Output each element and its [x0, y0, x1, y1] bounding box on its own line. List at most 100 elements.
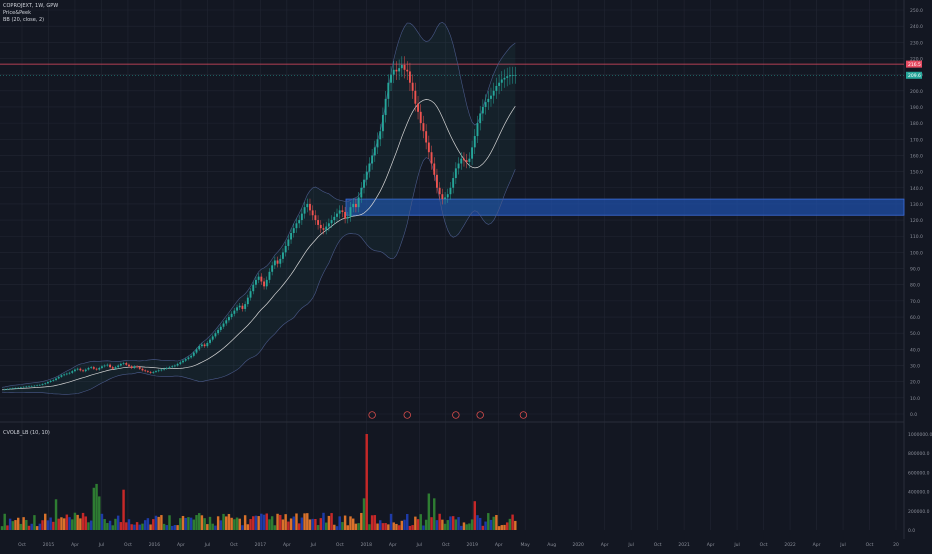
volume-bar: [135, 522, 139, 530]
x-tick-label: Oct: [654, 542, 662, 548]
volume-bar: [71, 519, 74, 530]
volume-bar: [54, 499, 58, 530]
volume-tick-label: 800000.0: [908, 451, 930, 457]
volume-bar: [157, 516, 160, 530]
volume-bar: [149, 524, 152, 530]
volume-bar: [81, 512, 85, 530]
x-tick-label: Apr: [601, 542, 609, 548]
volume-bar: [176, 525, 179, 530]
volume-bar: [165, 525, 169, 530]
candle-body: [279, 258, 282, 264]
candle-body: [317, 220, 320, 225]
candle-body: [230, 313, 233, 318]
volume-bar: [365, 434, 368, 530]
volume-bar: [295, 513, 298, 530]
volume-bar: [327, 515, 331, 530]
volume-bar: [341, 522, 344, 530]
volume-bar: [114, 518, 117, 530]
candle-body: [122, 363, 125, 364]
candle-body: [198, 346, 201, 350]
candle-body: [14, 387, 17, 389]
volume-bar: [246, 524, 250, 530]
volume-legend[interactable]: CVOL8_LB (10, 10): [3, 430, 50, 436]
volume-bar: [457, 517, 460, 530]
volume-bar: [270, 516, 274, 530]
volume-bar: [324, 522, 328, 530]
candle-body: [303, 207, 306, 214]
candle-body: [219, 326, 222, 330]
candle-body: [222, 323, 225, 327]
volume-bar: [95, 483, 98, 530]
candle-body: [52, 380, 55, 381]
candle-body: [214, 333, 217, 337]
indicator-price-peek[interactable]: Price&Peek: [3, 10, 31, 16]
indicator-bollinger[interactable]: BB (20, close, 2): [3, 17, 45, 23]
candle-body: [417, 103, 419, 112]
volume-bar: [430, 517, 433, 530]
volume-bar: [322, 512, 325, 530]
candle-body: [46, 382, 49, 384]
volume-bar: [116, 515, 120, 530]
volume-bar: [52, 521, 55, 530]
volume-bar: [489, 519, 493, 530]
volume-bar: [38, 523, 42, 530]
volume-bar: [49, 517, 52, 530]
y-tick-label: 70.0: [910, 299, 920, 305]
candle-body: [263, 281, 265, 287]
candle-body: [268, 271, 271, 280]
y-tick-label: 230.0: [910, 40, 923, 46]
volume-bar: [60, 517, 63, 530]
volume-bar: [235, 517, 239, 530]
volume-bar: [279, 514, 282, 530]
candle-body: [454, 168, 457, 179]
volume-bar: [495, 515, 498, 530]
candle-body: [468, 158, 471, 162]
candle-body: [11, 388, 14, 389]
symbol-title[interactable]: COPROJEXT, 1W, GPW: [3, 3, 59, 9]
volume-bar: [33, 515, 36, 530]
x-tick-label: Jul: [98, 542, 104, 548]
volume-bar: [192, 519, 196, 530]
volume-bar: [497, 526, 501, 530]
candle-body: [379, 131, 382, 140]
candle-body: [498, 82, 501, 86]
volume-bar: [460, 525, 463, 530]
volume-bar: [219, 520, 223, 530]
bollinger-basis: [1, 99, 516, 391]
y-tick-label: 160.0: [910, 153, 923, 159]
candle-body: [390, 74, 392, 83]
volume-bar: [514, 520, 517, 530]
x-tick-label: Oct: [124, 542, 132, 548]
candle-body: [25, 386, 28, 388]
volume-bar: [152, 519, 155, 530]
candle-body: [427, 142, 430, 153]
volume-bar: [262, 514, 266, 530]
volume-bar: [292, 516, 295, 530]
candle-body: [6, 388, 9, 390]
volume-bar: [208, 516, 212, 530]
volume-bar: [173, 524, 177, 530]
volume-bar: [195, 515, 198, 530]
candle-body: [217, 329, 220, 334]
candle-body: [255, 279, 257, 285]
candle-body: [65, 373, 68, 375]
candle-body: [511, 75, 514, 76]
x-tick-label: Aug: [547, 542, 556, 548]
candle-body: [9, 388, 12, 390]
volume-bar: [30, 523, 33, 530]
candle-body: [168, 367, 171, 368]
candle-body: [465, 160, 468, 162]
volume-bar: [335, 526, 339, 530]
volume-bar: [89, 520, 93, 530]
x-tick-label: Apr: [495, 542, 503, 548]
candle-body: [33, 385, 36, 387]
volume-bar: [316, 525, 320, 530]
volume-bar: [168, 515, 171, 530]
volume-bar: [8, 518, 12, 530]
x-tick-label: Oct: [442, 542, 450, 548]
volume-bar: [360, 512, 363, 530]
volume-bar: [238, 518, 241, 530]
candle-body: [128, 364, 130, 367]
